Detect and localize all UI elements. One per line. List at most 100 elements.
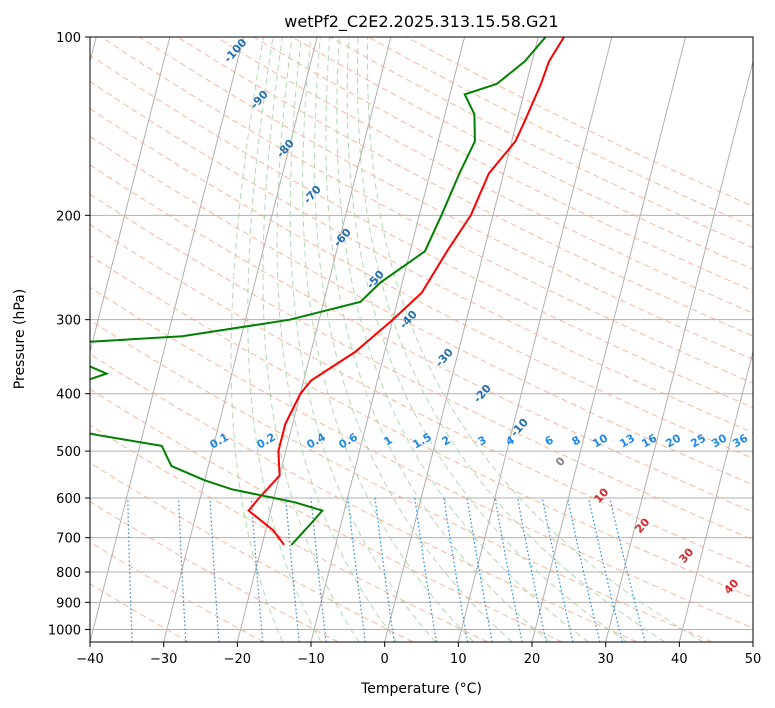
x-tick-label: −30	[150, 652, 177, 667]
y-tick-label: 500	[56, 445, 81, 460]
dry-adiabat-line	[90, 583, 190, 642]
moist-adiabat-line	[262, 37, 360, 642]
mixing-ratio-line	[517, 497, 547, 642]
y-tick-label: 600	[56, 492, 81, 507]
mixing-ratio-label: 0.2	[255, 430, 278, 451]
dry-adiabat-line	[90, 388, 563, 642]
sounding-series	[90, 37, 565, 546]
plot-frame	[89, 36, 754, 643]
mixing-ratio-line	[414, 497, 437, 642]
moist-adiabat-line	[313, 37, 513, 642]
moist-adiabat-line	[302, 37, 475, 642]
dry-adiabat-line	[177, 37, 753, 337]
y-tick-label: 200	[56, 209, 81, 224]
isotherm-label: 20	[632, 515, 652, 535]
isotherm-line	[678, 349, 753, 642]
x-tick-label: 10	[450, 652, 467, 667]
temperature-line	[247, 37, 565, 546]
dry-adiabat-label: -30	[433, 346, 456, 370]
dry-adiabat-label: -80	[274, 137, 297, 161]
mixing-ratio-label: 36	[730, 431, 750, 450]
dry-adiabat-label: -50	[364, 268, 387, 292]
x-tick-label: 30	[597, 652, 614, 667]
x-axis-title: Temperature (°C)	[360, 681, 482, 697]
isotherm-label: 40	[721, 576, 741, 596]
y-axis-title: Pressure (hPa)	[12, 289, 28, 389]
mixing-ratio-label: 0.1	[208, 430, 231, 451]
mixing-ratio-line	[209, 497, 220, 642]
mixing-ratio-line	[541, 497, 574, 642]
dry-adiabat-line	[90, 80, 753, 434]
mixing-ratio-line	[178, 497, 187, 642]
isotherm-label: 10	[591, 485, 611, 505]
isotherm-line	[531, 37, 687, 642]
moist-adiabat-line	[247, 37, 322, 642]
isotherm-label: 30	[676, 545, 696, 565]
dry-adiabat-line	[90, 353, 638, 642]
y-tick-label: 400	[56, 388, 81, 403]
x-tick-label: 40	[671, 652, 688, 667]
x-tick-label: −20	[224, 652, 251, 667]
mixing-ratio-label: 1	[382, 433, 395, 448]
dry-adiabat-label: -100	[221, 36, 249, 65]
mixing-ratio-line	[494, 497, 523, 642]
isotherm-line	[605, 59, 753, 642]
dry-adiabat-line	[90, 54, 753, 409]
y-tick-label: 300	[56, 314, 81, 329]
isotherm-line	[236, 37, 392, 642]
dry-adiabat-line	[90, 164, 753, 513]
moist-adiabat-line	[230, 37, 284, 642]
dry-adiabat-line	[368, 37, 753, 228]
mixing-ratio-label: 1.5	[411, 430, 434, 451]
dry-adiabat-label: -70	[301, 183, 324, 207]
dry-adiabat-line	[253, 37, 753, 292]
moist-adiabat-line	[346, 37, 627, 642]
isotherm-line	[90, 37, 171, 354]
dry-adiabat-label: -90	[248, 88, 271, 112]
x-tick-label: 0	[381, 652, 389, 667]
dry-adiabat-label: -40	[397, 308, 420, 332]
isotherm-line	[457, 37, 613, 642]
y-tick-label: 1000	[48, 623, 81, 638]
x-tick-label: −40	[76, 652, 103, 667]
mixing-ratio-label: 0.4	[305, 430, 329, 451]
mixing-ratio-line	[588, 497, 623, 642]
mixing-ratio-label: 2	[440, 433, 453, 448]
y-tick-label: 700	[56, 532, 81, 547]
axes: −40 −30 −20 −10 0 10 20 30 40 50 100 200 300 400 500 60…	[48, 31, 761, 667]
mixing-ratio-line	[127, 497, 133, 642]
mixing-ratio-label: 16	[639, 431, 659, 450]
x-tick-label: 50	[745, 652, 762, 667]
isopleth-labels: 0.1 0.2 0.4 0.6 1 1.5 2 3 4 6 8 10 13 16 20 25 30 36-100-…	[208, 36, 751, 597]
mixing-ratio-line	[374, 497, 395, 642]
moist-adiabat-line	[336, 37, 589, 642]
y-tick-label: 800	[56, 566, 81, 581]
mixing-ratio-label: 30	[709, 431, 729, 450]
mixing-ratio-label: 25	[688, 432, 708, 451]
dry-adiabat-line	[90, 319, 712, 642]
chart-title: wetPf2_C2E2.2025.313.15.58.G21	[284, 12, 558, 32]
dry-adiabat-label: -20	[471, 382, 494, 406]
dry-adiabat-line	[90, 135, 753, 486]
moist-adiabat-line	[276, 37, 398, 642]
mixing-ratio-line	[567, 497, 601, 642]
y-tick-label: 100	[56, 31, 81, 46]
moist-adiabat-line	[366, 37, 704, 642]
isotherm-line	[752, 639, 753, 642]
dry-adiabat-line	[90, 462, 414, 642]
background-lines	[90, 37, 753, 642]
mixing-ratio-line	[609, 497, 646, 642]
y-tick-label: 900	[56, 596, 81, 611]
x-tick-label: 20	[524, 652, 541, 667]
moist-adiabat-line	[325, 37, 551, 642]
mixing-ratio-line	[285, 497, 300, 642]
isotherm-line	[163, 37, 318, 642]
isotherm-line	[384, 37, 539, 642]
isotherm-line	[90, 37, 245, 642]
moist-adiabat-line	[289, 37, 436, 642]
dewpoint-line	[90, 37, 547, 546]
mixing-ratio-label: 13	[617, 432, 637, 451]
mixing-ratio-label: 10	[590, 431, 610, 450]
x-tick-label: −10	[297, 652, 324, 667]
